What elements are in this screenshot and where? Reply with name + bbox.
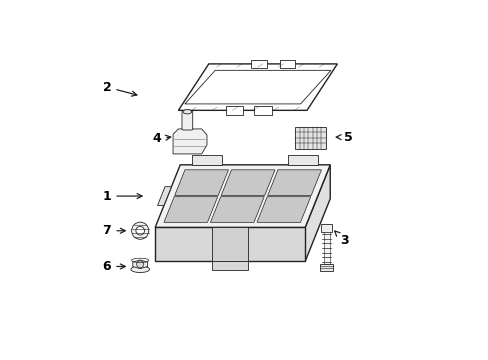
Bar xyxy=(295,127,325,149)
Polygon shape xyxy=(254,106,271,114)
Polygon shape xyxy=(221,170,274,195)
Text: 6: 6 xyxy=(102,260,125,273)
Polygon shape xyxy=(157,187,171,206)
Polygon shape xyxy=(155,165,329,227)
Polygon shape xyxy=(155,227,305,261)
Polygon shape xyxy=(174,170,228,195)
Bar xyxy=(321,224,331,232)
Text: 7: 7 xyxy=(102,224,125,237)
Polygon shape xyxy=(305,165,329,261)
Text: 2: 2 xyxy=(102,81,137,96)
Polygon shape xyxy=(256,197,310,222)
Text: 3: 3 xyxy=(334,231,348,247)
Polygon shape xyxy=(212,227,248,261)
Bar xyxy=(320,264,332,271)
Polygon shape xyxy=(250,60,266,68)
Polygon shape xyxy=(133,260,147,269)
Polygon shape xyxy=(225,106,243,114)
Polygon shape xyxy=(163,197,217,222)
Text: 1: 1 xyxy=(102,190,142,203)
Text: 4: 4 xyxy=(152,132,170,145)
Polygon shape xyxy=(267,170,321,195)
Circle shape xyxy=(136,226,144,235)
Ellipse shape xyxy=(183,110,191,114)
Bar xyxy=(323,232,329,264)
Polygon shape xyxy=(287,155,318,165)
Polygon shape xyxy=(192,155,222,165)
Polygon shape xyxy=(210,197,264,222)
FancyBboxPatch shape xyxy=(182,111,192,130)
Ellipse shape xyxy=(131,266,149,273)
Text: 5: 5 xyxy=(336,131,352,144)
Circle shape xyxy=(131,222,148,239)
Polygon shape xyxy=(173,129,206,154)
Circle shape xyxy=(136,261,143,268)
Polygon shape xyxy=(279,60,295,68)
Polygon shape xyxy=(212,261,248,270)
